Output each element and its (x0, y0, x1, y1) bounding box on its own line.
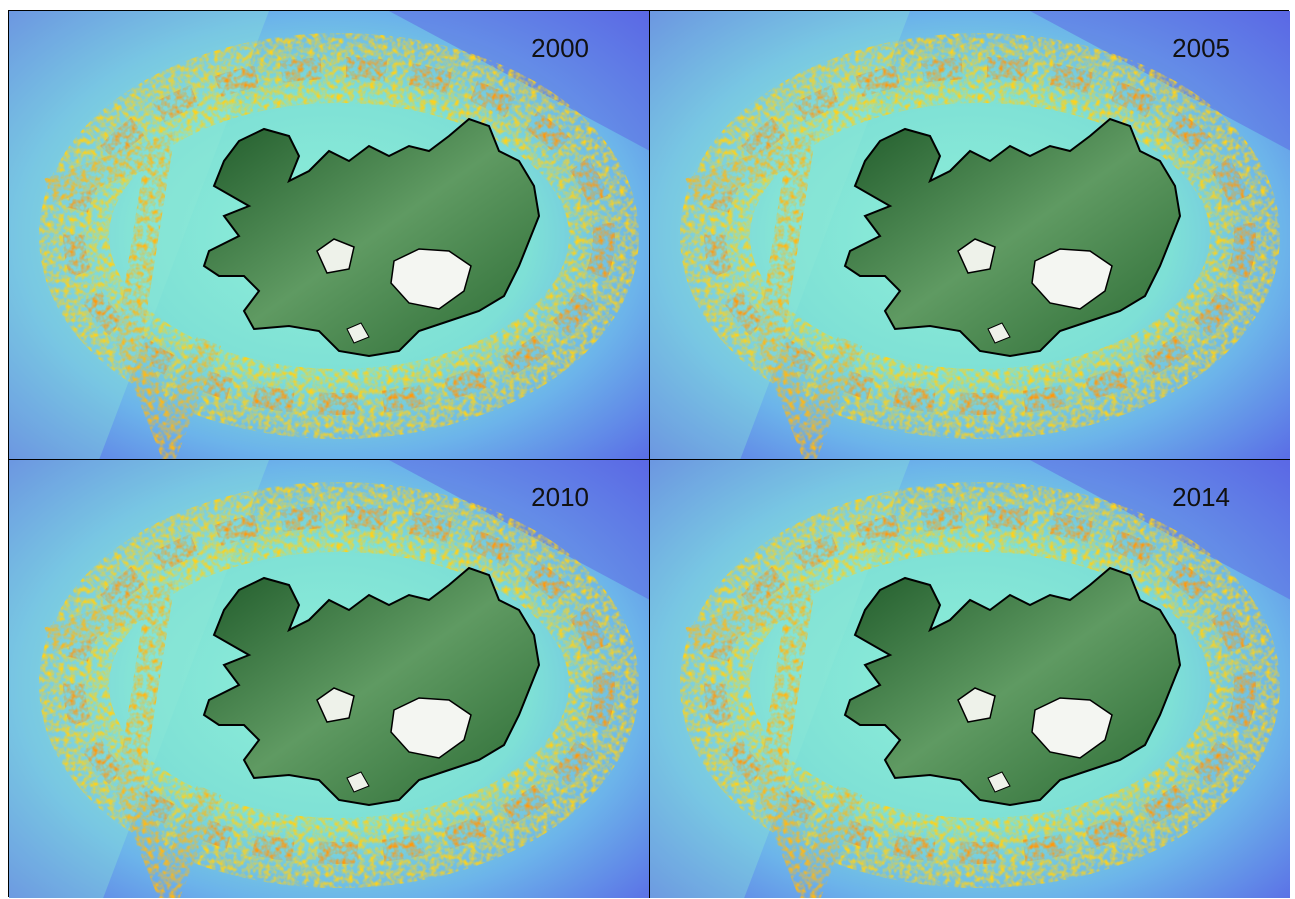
year-label: 2014 (1172, 482, 1230, 512)
year-label: 2010 (531, 482, 589, 512)
map-panel: 2014 (650, 460, 1290, 898)
map (9, 460, 650, 898)
map (650, 11, 1290, 460)
map-panel: 2000 (9, 11, 650, 460)
year-label: 2000 (531, 33, 589, 63)
map-grid: 2000 2005 2010 2014 (8, 10, 1290, 898)
map (650, 460, 1290, 898)
map (9, 11, 650, 460)
year-label: 2005 (1172, 33, 1230, 63)
map-panel: 2005 (650, 11, 1290, 460)
map-panel: 2010 (9, 460, 650, 898)
